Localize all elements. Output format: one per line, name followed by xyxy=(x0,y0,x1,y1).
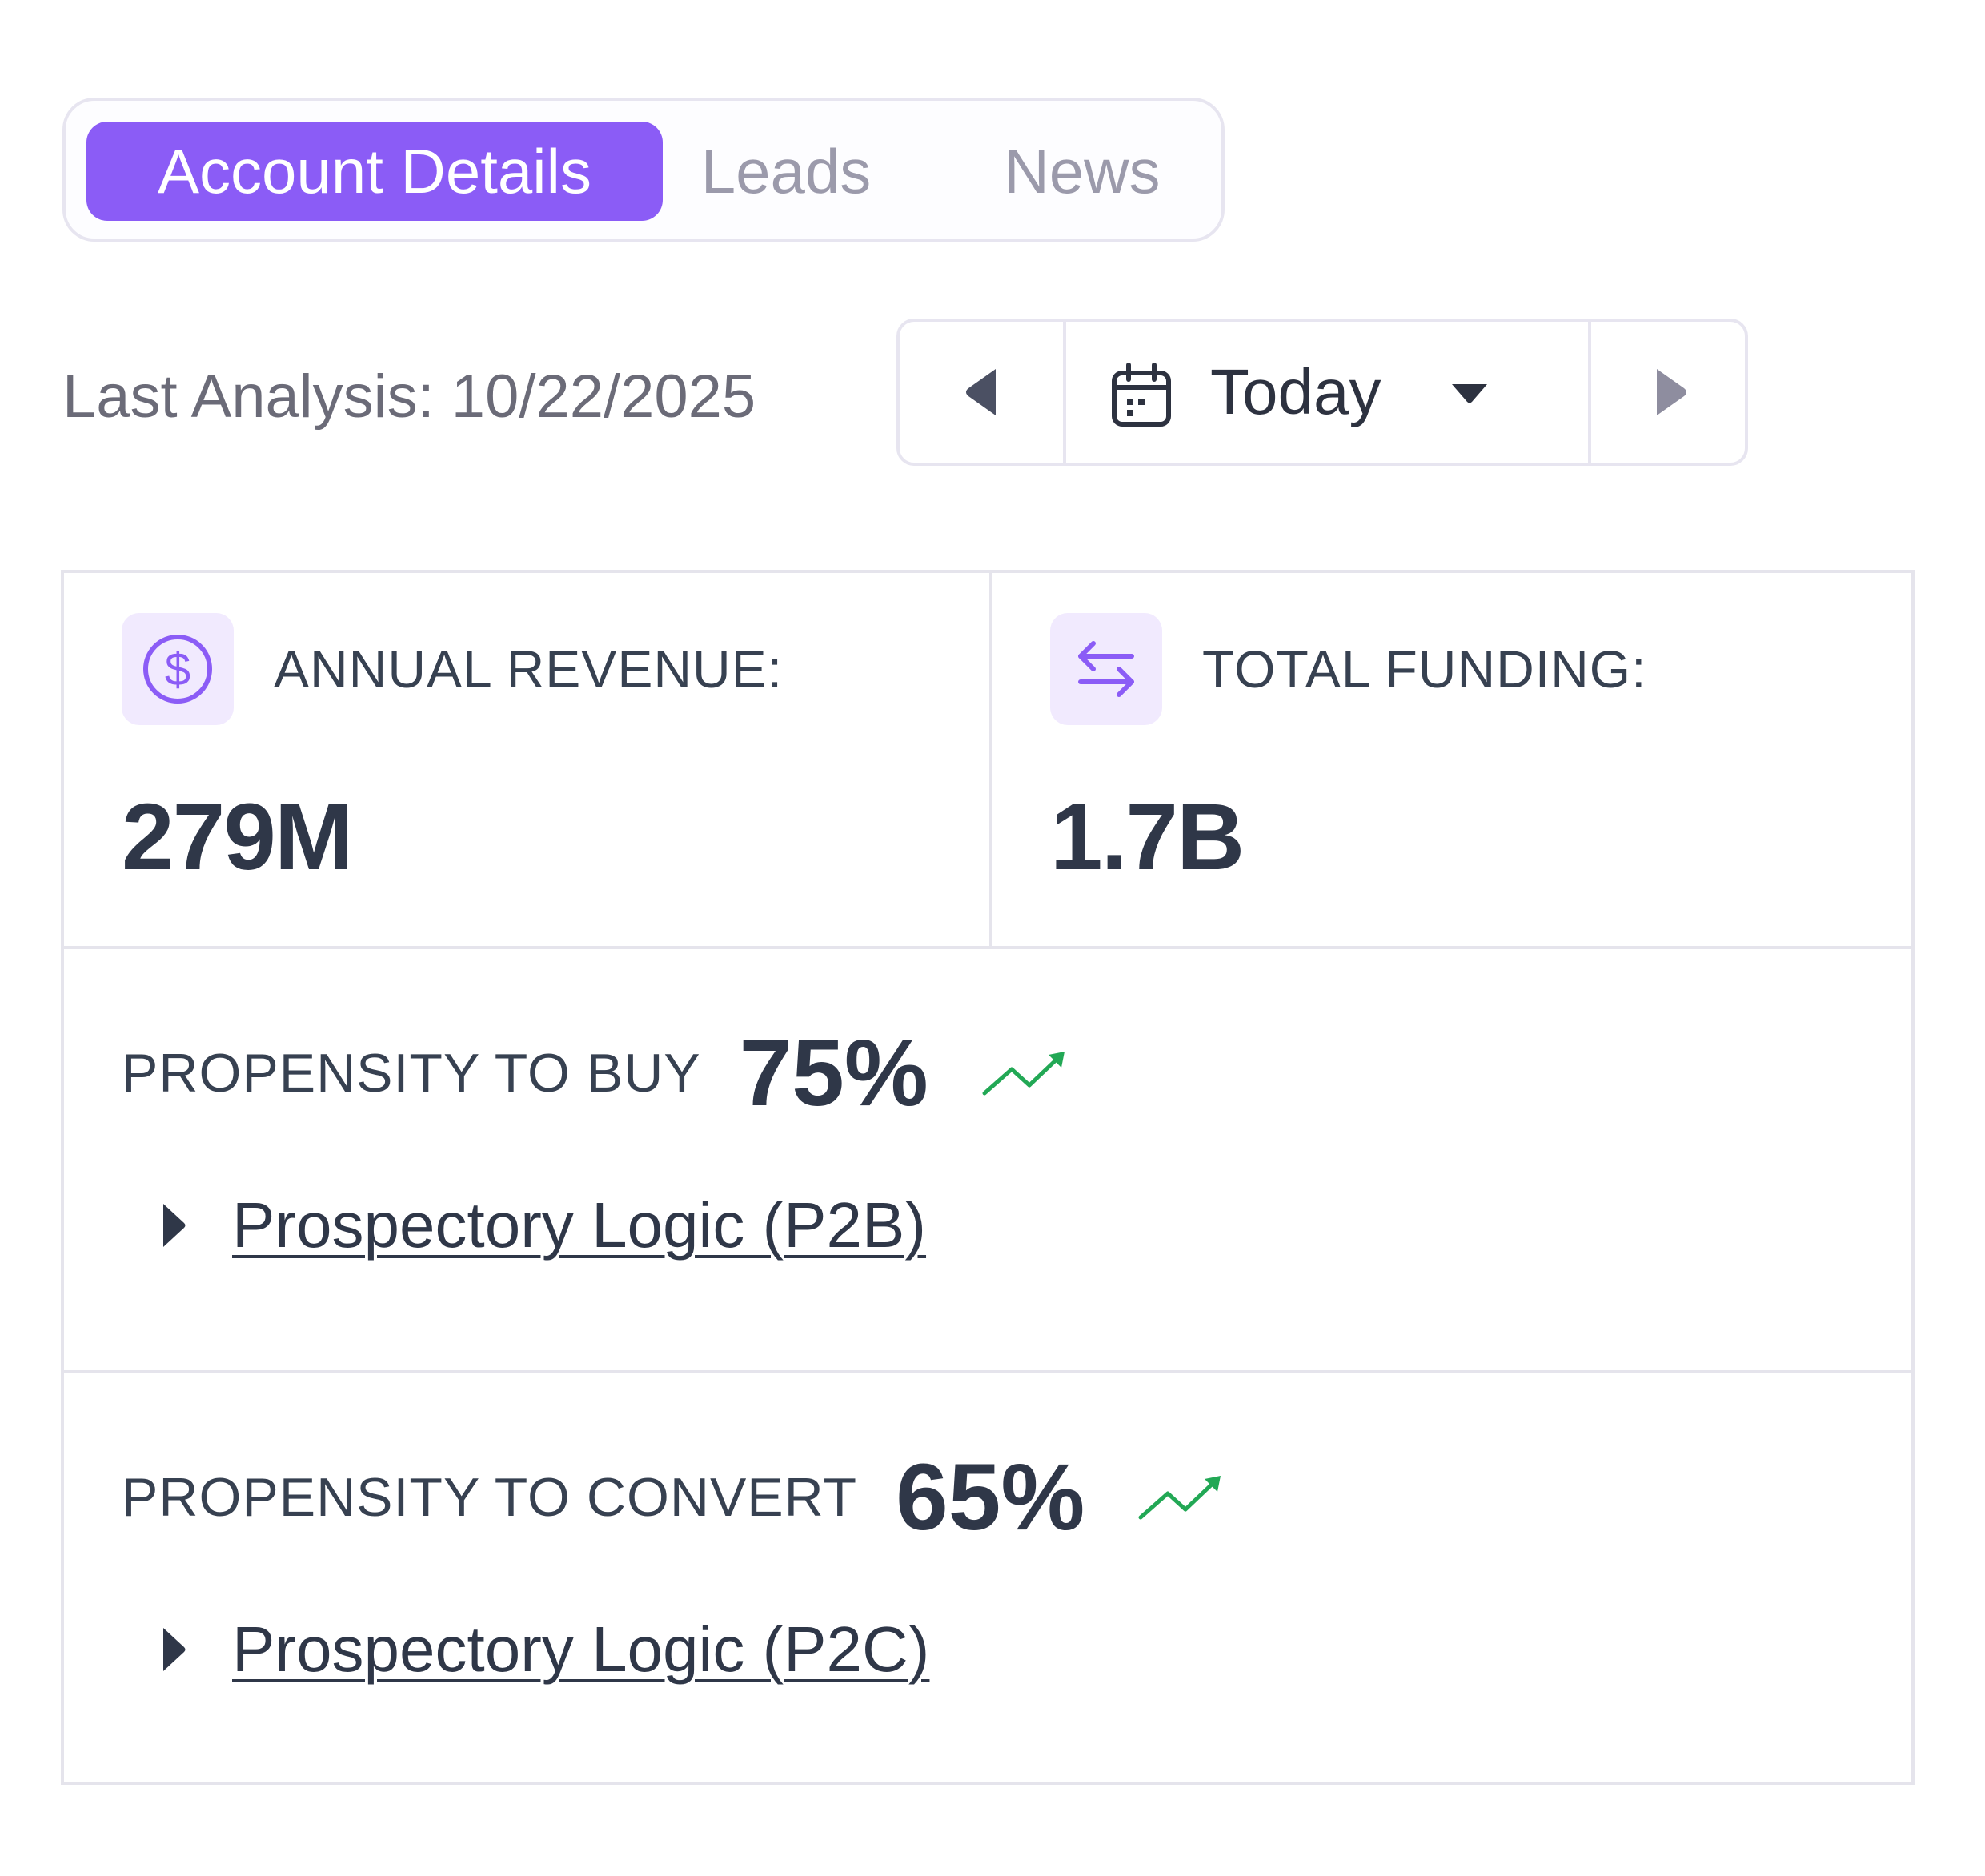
calendar-icon xyxy=(1112,363,1171,427)
p2b-logic-text: Prospectory Logic (P2B) xyxy=(232,1189,927,1261)
date-selector-label: Today xyxy=(1210,356,1381,427)
date-range-dropdown[interactable]: Today xyxy=(1066,322,1585,463)
propensity-to-buy-label: PROPENSITY TO BUY xyxy=(122,1043,701,1104)
propensity-to-convert-header: PROPENSITY TO CONVERT 65% xyxy=(122,1437,1224,1557)
previous-date-button[interactable] xyxy=(900,322,1066,463)
tab-account-details[interactable]: Account Details xyxy=(86,122,663,221)
tab-news[interactable]: News xyxy=(1004,135,1161,206)
propensity-to-convert-label: PROPENSITY TO CONVERT xyxy=(122,1467,858,1528)
trending-up-icon xyxy=(981,1048,1068,1098)
annual-revenue-label: ANNUAL REVENUE: xyxy=(274,639,784,699)
expand-triangle-icon xyxy=(160,1625,187,1674)
next-date-button[interactable] xyxy=(1588,322,1751,463)
expand-triangle-icon xyxy=(160,1201,187,1250)
swap-arrows-icon xyxy=(1050,613,1162,725)
annual-revenue-value: 279M xyxy=(122,784,353,890)
dollar-circle-icon: $ xyxy=(122,613,234,725)
propensity-to-convert-value: 65% xyxy=(896,1445,1085,1550)
funding-stats-row: $ ANNUAL REVENUE: 279M TOTAL FUNDING: 1.… xyxy=(64,573,1911,949)
propensity-to-buy-value: 75% xyxy=(739,1020,928,1126)
propensity-to-buy-section: PROPENSITY TO BUY 75% Prospectory Logic … xyxy=(64,949,1911,1373)
annual-revenue-stat: $ ANNUAL REVENUE: 279M xyxy=(64,573,992,946)
tab-leads[interactable]: Leads xyxy=(700,135,872,206)
triangle-right-icon xyxy=(1657,369,1686,415)
trending-up-icon xyxy=(1137,1473,1224,1522)
last-analysis-text: Last Analysis: 10/22/2025 xyxy=(62,362,756,431)
svg-text:$: $ xyxy=(165,643,190,695)
p2c-logic-link[interactable]: Prospectory Logic (P2C) xyxy=(160,1605,929,1694)
date-navigator: Today xyxy=(896,319,1748,466)
tab-bar: Account Details Leads News xyxy=(62,98,1225,242)
propensity-to-convert-section: PROPENSITY TO CONVERT 65% Prospectory Lo… xyxy=(64,1373,1911,1782)
propensity-to-buy-header: PROPENSITY TO BUY 75% xyxy=(122,1013,1068,1133)
total-funding-value: 1.7B xyxy=(1050,784,1245,890)
p2c-logic-text: Prospectory Logic (P2C) xyxy=(232,1613,930,1685)
account-metrics-card: $ ANNUAL REVENUE: 279M TOTAL FUNDING: 1.… xyxy=(61,570,1915,1785)
p2b-logic-link[interactable]: Prospectory Logic (P2B) xyxy=(160,1181,926,1269)
total-funding-stat: TOTAL FUNDING: 1.7B xyxy=(992,573,1911,946)
caret-down-icon xyxy=(1452,384,1487,403)
total-funding-label: TOTAL FUNDING: xyxy=(1202,639,1647,699)
triangle-left-icon xyxy=(966,369,996,415)
